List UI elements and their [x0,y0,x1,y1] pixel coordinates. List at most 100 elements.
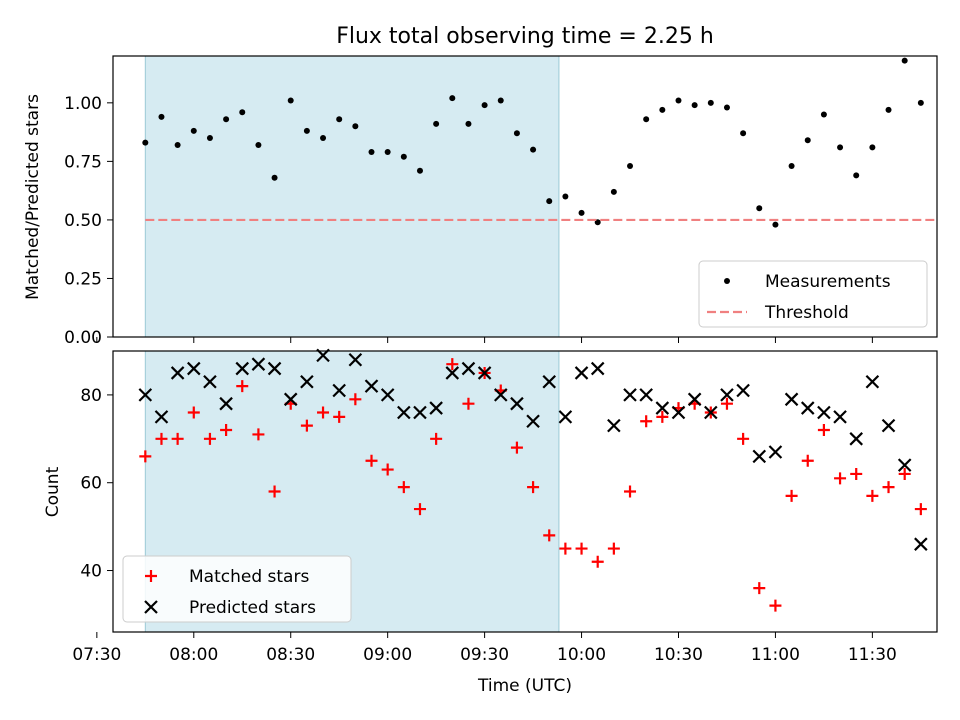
matched-star-point [785,489,798,502]
predicted-star-point [138,388,153,402]
predicted-star-point [348,353,363,367]
predicted-star-point [154,410,169,424]
matched-star-point [737,432,750,445]
measurement-point [756,205,763,212]
predicted-star-point [283,392,298,407]
measurement-point [885,106,892,113]
matched-star-point [543,529,556,542]
measurement-point [271,174,278,181]
measurement-point [707,99,714,106]
predicted-star-point [170,366,185,380]
matched-star-point [413,503,426,516]
predicted-star-point [493,388,508,402]
predicted-star-point [687,392,702,407]
predicted-star-point [429,401,443,415]
matched-star-point [591,555,604,568]
measurement-point [320,134,327,141]
matched-star-point [866,489,879,502]
bottom-plot: 40 60 80 07:30 08:00 08:30 09:00 09:30 10:00 10:3… [72,348,938,665]
predicted-star-point [397,405,411,420]
measurement-point [853,172,860,179]
measurement-point [497,97,504,104]
measurement-point [400,153,407,160]
measurement-point [562,193,569,200]
bottom-y-tick-label: 80 [80,386,102,406]
legend-box [122,555,352,623]
legend-label: Measurements [765,272,891,292]
matched-star-point [640,415,653,428]
measurement-point [465,120,472,127]
x-tick-label: 11:30 [848,645,897,665]
predicted-star-point [542,374,557,389]
measurement-point [627,163,634,170]
bottom-y-axis-label: Count [43,466,63,517]
legend-label: Threshold [764,303,849,323]
predicted-star-point [251,357,266,371]
top-plot: 0.00 0.25 0.50 0.75 1.00 Measurements Threshol… [64,55,938,348]
predicted-star-point [720,388,734,402]
x-tick-label: 09:00 [363,645,412,665]
top-y-tick-label: 1.00 [64,94,102,114]
measurement-point [449,95,456,102]
matched-star-point [656,410,669,423]
measurement-point [255,141,262,148]
measurement-point [433,120,440,127]
measurement-point [659,106,666,113]
predicted-star-point [510,396,524,411]
predicted-star-point [413,405,427,420]
matched-star-point [753,582,766,595]
x-axis-label: Time (UTC) [477,676,572,696]
predicted-star-point [752,449,767,464]
measurement-point [788,163,795,170]
measurement-point [336,116,343,123]
matched-star-point [268,485,281,498]
measurement-point [287,97,294,104]
predicted-star-point [671,405,686,420]
measurement-point [740,130,747,137]
matched-star-point [155,432,168,445]
legend-label: Matched stars [189,567,309,587]
matched-star-point [834,472,847,485]
predicted-star-point [380,388,395,402]
matched-star-point [559,542,572,555]
predicted-star-point [914,537,928,551]
x-tick-label: 07:30 [72,645,121,665]
matched-star-point [527,481,540,494]
measurement-point [610,188,617,195]
bottom-y-tick-label: 40 [80,562,102,582]
top-y-axis-label: Matched/Predicted stars [23,94,43,300]
measurement-point [917,99,924,106]
predicted-star-point [865,374,880,389]
measurement-point [691,102,698,109]
measurement-point [804,137,811,144]
matched-star-point [397,481,410,494]
predicted-star-point [526,414,540,429]
predicted-star-point [267,361,282,376]
x-tick-label: 08:00 [169,645,218,665]
x-tick-label: 10:30 [654,645,703,665]
matched-star-point [220,424,233,437]
measurement-point [675,97,682,104]
matched-star-point [510,441,523,454]
predicted-star-point [881,418,896,433]
matched-star-point [446,358,459,371]
matched-star-point [333,410,346,423]
measurement-point [513,130,520,137]
bottom-series-predicted-stars [138,348,928,551]
predicted-star-point [558,410,573,424]
legend-predicted-swatch [144,600,158,614]
measurement-point [869,144,876,151]
predicted-star-point [477,366,492,380]
measurement-point [239,109,246,116]
measurement-point [174,141,181,148]
predicted-star-point [833,410,847,424]
top-shaded-span [144,55,560,338]
matched-star-point [850,467,863,480]
measurement-point [481,102,488,109]
predicted-star-point [768,445,783,459]
matched-star-point [203,432,216,445]
measurement-point [820,111,827,118]
predicted-star-point [332,383,346,398]
matched-star-point [462,397,475,410]
